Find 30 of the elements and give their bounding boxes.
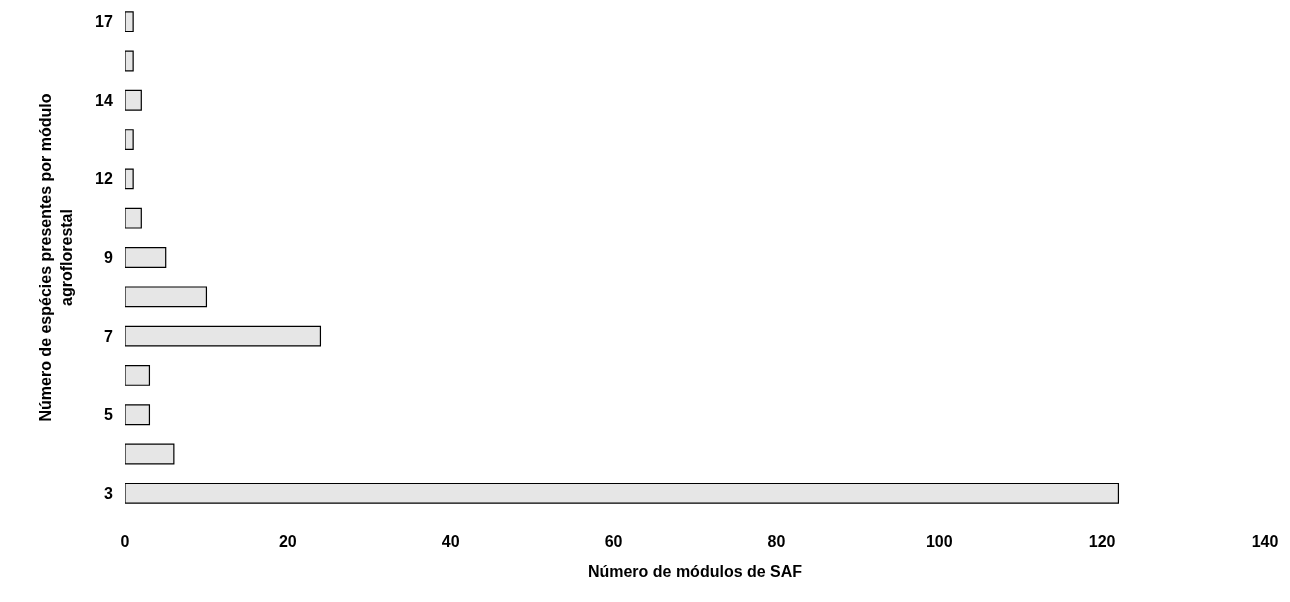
bar <box>125 404 151 426</box>
x-axis-title: Número de módulos de SAF <box>587 562 803 580</box>
bar <box>125 168 134 190</box>
y-tick-label: 9 <box>103 249 113 267</box>
x-tick-label: 140 <box>1251 533 1279 551</box>
bar <box>125 286 208 308</box>
y-tick-label: 14 <box>95 91 113 109</box>
y-tick-label: 3 <box>103 484 113 502</box>
bar <box>125 443 175 465</box>
x-tick-label: 100 <box>925 533 953 551</box>
bar <box>125 11 134 33</box>
bar <box>125 129 134 150</box>
x-tick-label: 20 <box>278 533 297 551</box>
y-tick-label: 17 <box>95 13 113 31</box>
bar <box>125 365 151 386</box>
x-tick-label: 40 <box>441 533 460 551</box>
bar <box>125 247 167 268</box>
y-tick-label: 7 <box>103 327 113 345</box>
y-tick-label: 12 <box>95 170 113 188</box>
y-tick-label: 5 <box>103 406 113 424</box>
x-tick-label: 60 <box>604 533 623 551</box>
bar <box>125 482 1120 504</box>
bar <box>125 207 142 229</box>
bar <box>125 325 322 347</box>
x-tick-label: 120 <box>1088 533 1116 551</box>
x-tick-label: 0 <box>120 533 130 551</box>
y-axis-title: Número de espécies presentes por módulo agroflorestal <box>37 93 75 422</box>
bar <box>125 89 142 111</box>
bar <box>125 50 134 72</box>
x-tick-label: 80 <box>767 533 786 551</box>
